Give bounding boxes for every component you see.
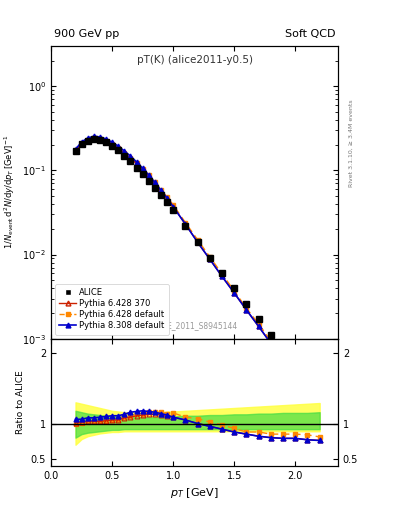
- Text: ALICE_2011_S8945144: ALICE_2011_S8945144: [151, 321, 238, 330]
- Y-axis label: $1/N_\mathrm{event}\,\mathrm{d}^2N/\mathrm{d}y/\mathrm{d}p_T\,[\mathrm{GeV}]^{-1: $1/N_\mathrm{event}\,\mathrm{d}^2N/\math…: [2, 135, 17, 249]
- Text: Soft QCD: Soft QCD: [285, 29, 335, 39]
- Legend: ALICE, Pythia 6.428 370, Pythia 6.428 default, Pythia 8.308 default: ALICE, Pythia 6.428 370, Pythia 6.428 de…: [55, 284, 169, 334]
- Text: 900 GeV pp: 900 GeV pp: [54, 29, 119, 39]
- Text: pT(K) (alice2011-y0.5): pT(K) (alice2011-y0.5): [136, 55, 253, 65]
- Text: Rivet 3.1.10, ≥ 3.4M events: Rivet 3.1.10, ≥ 3.4M events: [349, 99, 354, 187]
- Y-axis label: Ratio to ALICE: Ratio to ALICE: [16, 371, 25, 434]
- X-axis label: $p_T$ [GeV]: $p_T$ [GeV]: [170, 486, 219, 500]
